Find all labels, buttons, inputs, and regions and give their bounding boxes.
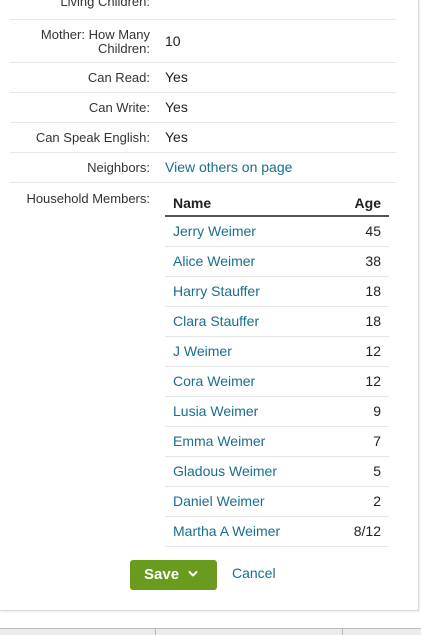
view-neighbors-link[interactable]: View others on page: [165, 159, 293, 175]
member-age: 9: [373, 403, 381, 419]
table-row: Lusia Weimer 9: [165, 397, 389, 427]
can-speak-english-label: Can Speak English:: [35, 130, 150, 145]
mother-children-label: Mother: How Many Children:: [40, 27, 150, 56]
member-name-link[interactable]: Harry Stauffer: [173, 283, 260, 299]
table-row: Martha A Weimer 8/12: [165, 517, 389, 547]
member-name-link[interactable]: Martha A Weimer: [173, 523, 281, 539]
window-bottom-edge: [0, 628, 421, 635]
table-row: Harry Stauffer 18: [165, 277, 389, 307]
details-list: Living Children: Mother: How Many Childr…: [10, 0, 396, 563]
detail-row-can-write: Can Write: Yes: [10, 93, 396, 123]
member-age: 8/12: [353, 523, 381, 539]
record-details-panel: Living Children: Mother: How Many Childr…: [0, 0, 419, 611]
member-age: 12: [365, 373, 381, 389]
edge-divider: [155, 629, 156, 635]
table-row: Daniel Weimer 2: [165, 487, 389, 517]
member-age: 18: [365, 313, 381, 329]
detail-row-household-members: Household Members: Name Age Jerry Weimer…: [10, 183, 396, 563]
living-children-label: Living Children:: [60, 0, 150, 9]
can-speak-english-value: Yes: [165, 129, 188, 145]
member-name-link[interactable]: Daniel Weimer: [173, 493, 265, 509]
detail-row-can-read: Can Read: Yes: [10, 63, 396, 93]
member-age: 2: [373, 493, 381, 509]
detail-row-can-speak-english: Can Speak English: Yes: [10, 123, 396, 153]
member-name-link[interactable]: Gladous Weimer: [173, 463, 278, 479]
table-row: Jerry Weimer 45: [165, 217, 389, 247]
can-read-label: Can Read:: [87, 70, 150, 85]
household-members-label: Household Members:: [26, 191, 150, 206]
table-row: Cora Weimer 12: [165, 367, 389, 397]
name-column-header: Name: [173, 195, 212, 211]
can-write-label: Can Write:: [88, 100, 150, 115]
edge-divider: [342, 629, 343, 635]
neighbors-label: Neighbors:: [87, 160, 150, 175]
table-row: Gladous Weimer 5: [165, 457, 389, 487]
can-read-value: Yes: [165, 69, 188, 85]
member-name-link[interactable]: Jerry Weimer: [173, 223, 256, 239]
member-age: 12: [365, 343, 381, 359]
cancel-link[interactable]: Cancel: [232, 565, 276, 581]
member-age: 7: [373, 433, 381, 449]
member-name-link[interactable]: Lusia Weimer: [173, 403, 259, 419]
table-row: Clara Stauffer 18: [165, 307, 389, 337]
member-name-link[interactable]: Cora Weimer: [173, 373, 256, 389]
member-age: 18: [365, 283, 381, 299]
table-row: Alice Weimer 38: [165, 247, 389, 277]
member-age: 38: [365, 253, 381, 269]
mother-children-value: 10: [165, 33, 181, 49]
can-write-value: Yes: [165, 99, 188, 115]
save-button[interactable]: Save: [130, 560, 217, 590]
detail-row-neighbors: Neighbors: View others on page: [10, 153, 396, 183]
detail-row-living-children: Living Children:: [10, 0, 396, 20]
save-button-label: Save: [144, 566, 180, 583]
member-name-link[interactable]: Clara Stauffer: [173, 313, 260, 329]
detail-row-mother-children: Mother: How Many Children: 10: [10, 20, 396, 63]
chevron-down-icon: [188, 571, 198, 577]
member-name-link[interactable]: Emma Weimer: [173, 433, 266, 449]
household-table-header: Name Age: [165, 191, 389, 217]
member-name-link[interactable]: Alice Weimer: [173, 253, 256, 269]
member-age: 45: [365, 223, 381, 239]
table-row: Emma Weimer 7: [165, 427, 389, 457]
household-members-table: Name Age Jerry Weimer 45 Alice Weimer 38…: [165, 191, 389, 547]
age-column-header: Age: [354, 195, 381, 211]
member-age: 5: [373, 463, 381, 479]
member-name-link[interactable]: J Weimer: [173, 343, 232, 359]
table-row: J Weimer 12: [165, 337, 389, 367]
